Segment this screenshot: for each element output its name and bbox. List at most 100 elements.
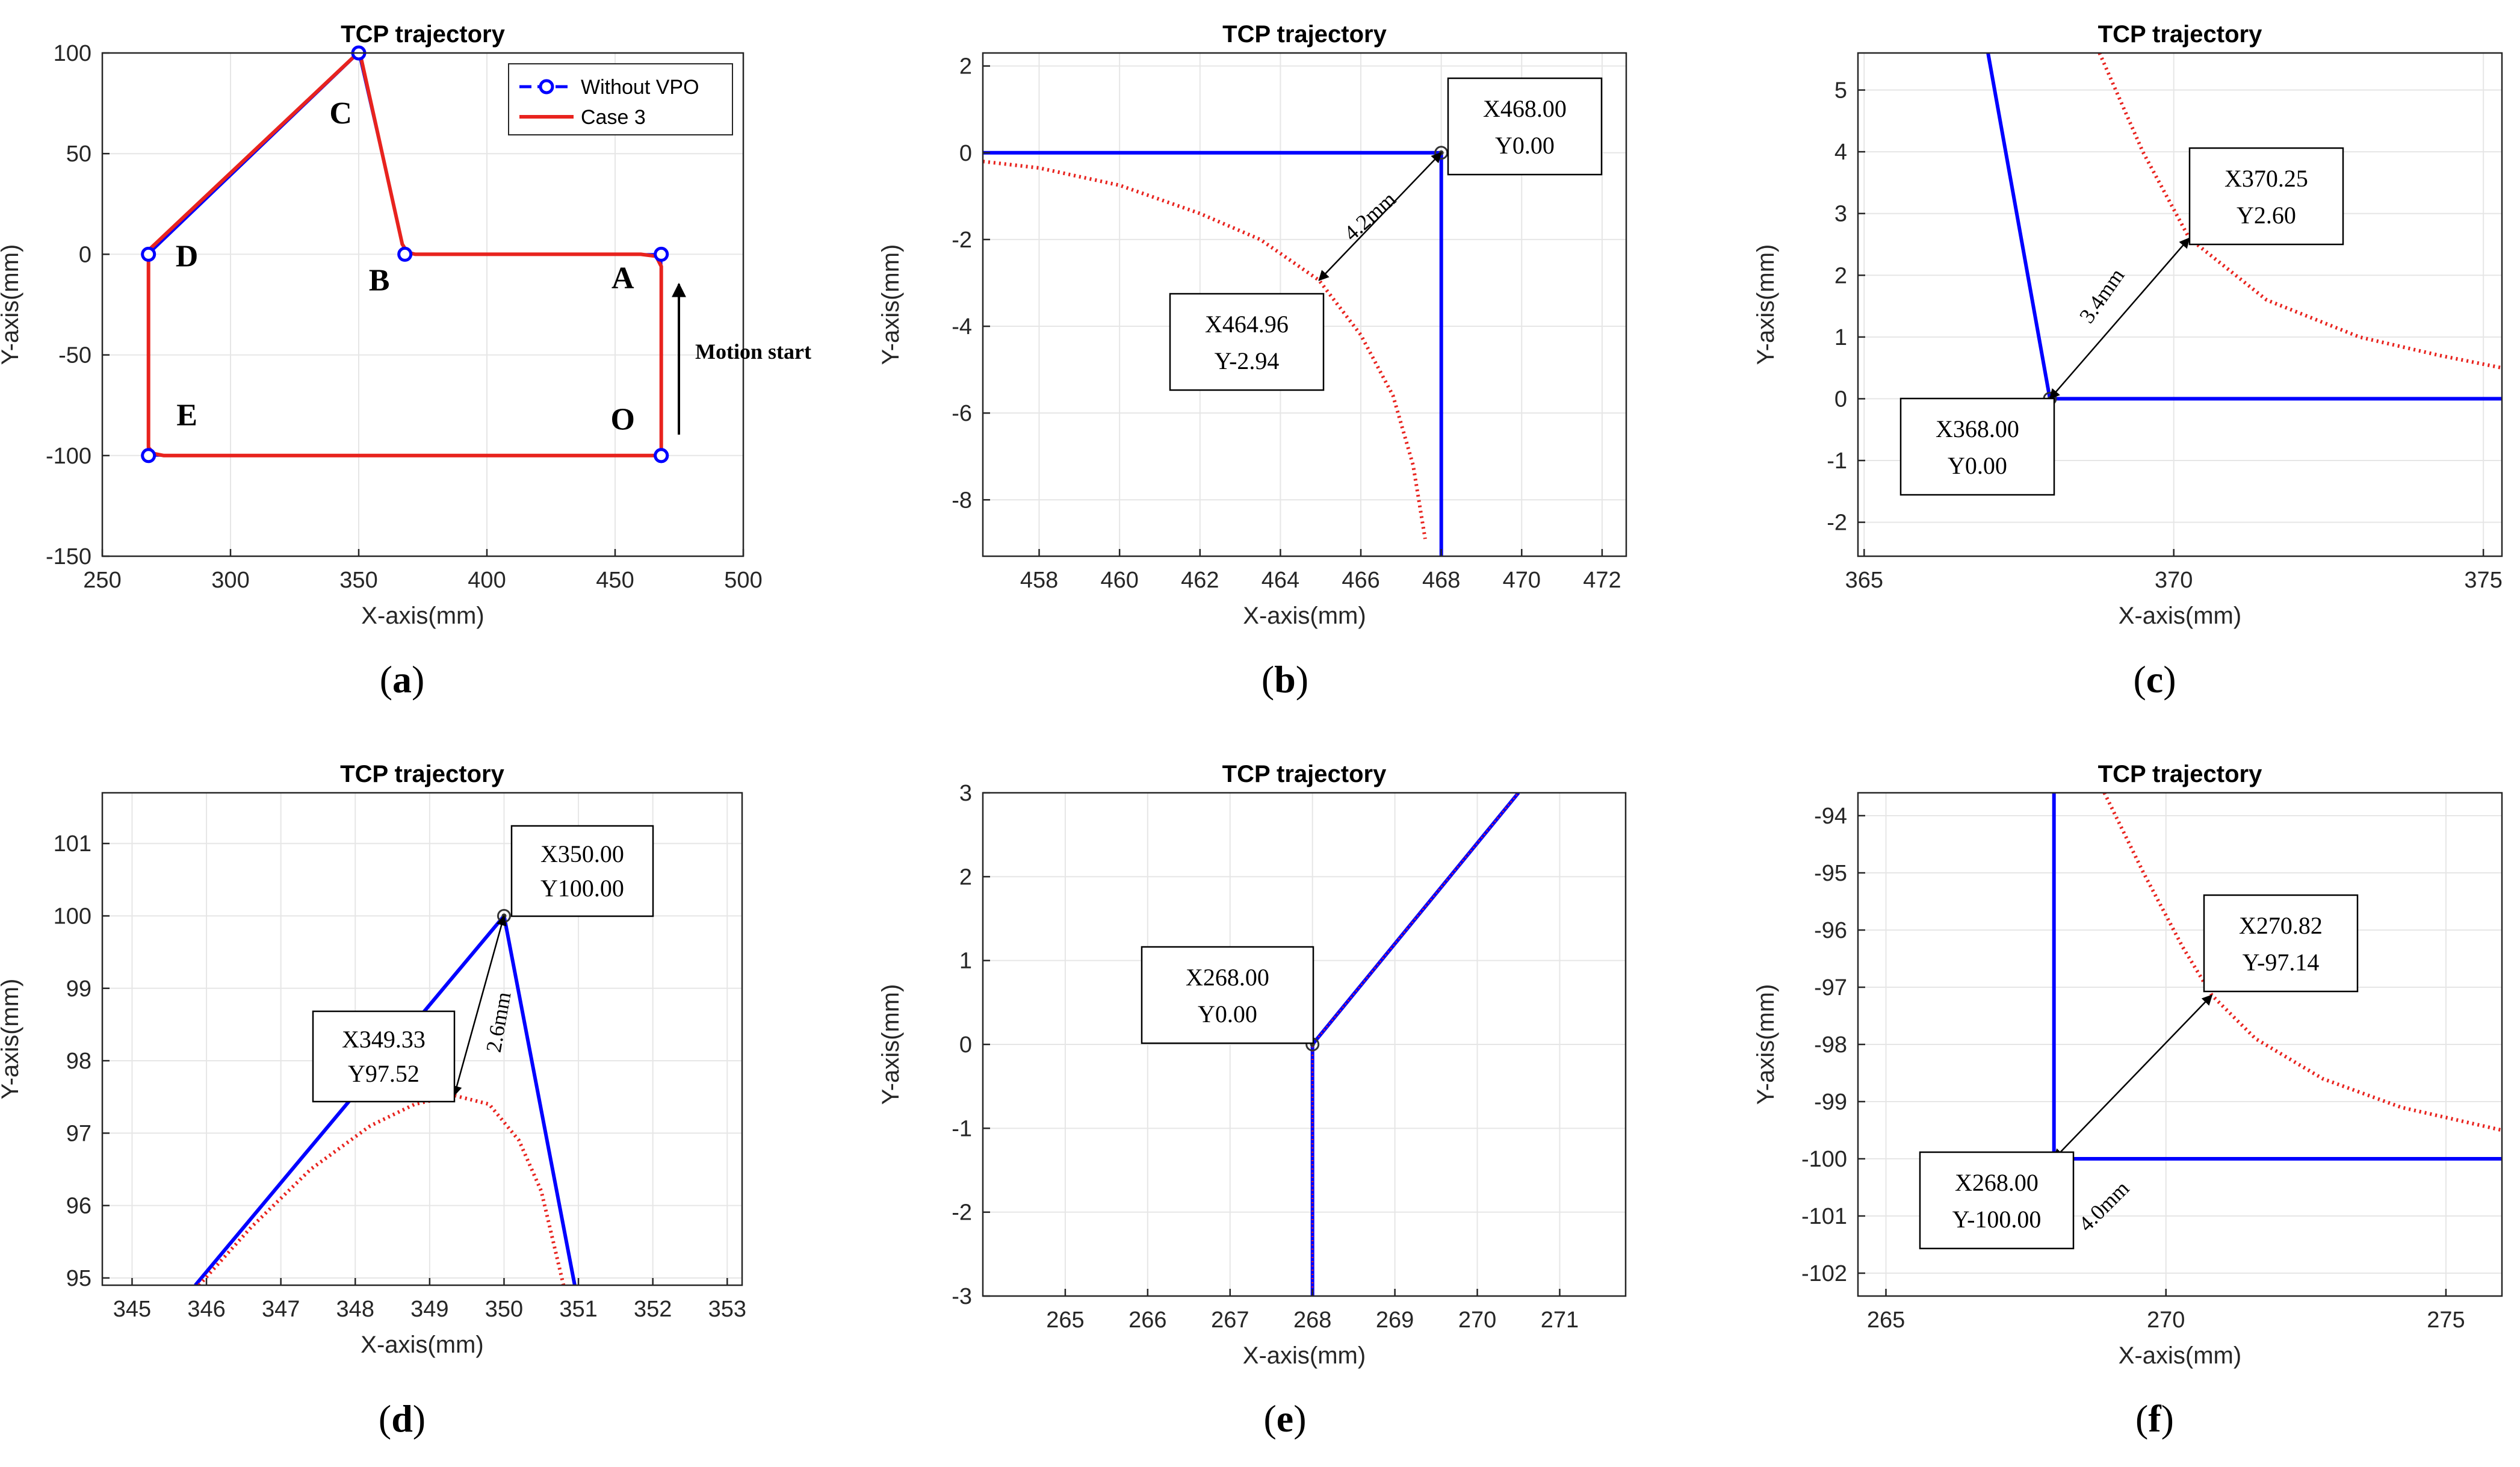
point-label-e: E [176, 399, 197, 433]
x-tick-label: 350 [339, 568, 377, 593]
y-tick-label: -4 [952, 314, 972, 340]
y-tick-label: -1 [1827, 448, 1847, 474]
y-tick-label: 98 [66, 1049, 91, 1074]
datatip-x-value: X370.25 [2224, 165, 2308, 192]
y-tick-label: -98 [1814, 1032, 1847, 1058]
datatip-x-value: X270.82 [2239, 912, 2323, 939]
y-tick-label: -1 [952, 1116, 972, 1141]
x-tick-label: 464 [1262, 568, 1299, 593]
y-tick-label: 5 [1834, 78, 1847, 104]
datatip-x-value: X468.00 [1483, 95, 1567, 122]
panel-caption: (c) [2133, 658, 2176, 701]
motion-start-label: Motion start [695, 340, 811, 364]
point-label-c: C [329, 96, 352, 131]
x-tick-label: 450 [596, 568, 634, 593]
caption-paren: ) [1296, 658, 1308, 701]
x-tick-label: 400 [468, 568, 506, 593]
caption-letter: c [2146, 658, 2163, 701]
datatip-y-value: Y0.00 [1948, 452, 2007, 479]
x-axis-label: X-axis(mm) [1243, 1342, 1366, 1369]
panel-caption: (a) [380, 658, 425, 701]
y-tick-label: -6 [952, 401, 972, 426]
legend-entry: Without VPO [581, 76, 699, 99]
x-tick-label: 267 [1211, 1307, 1249, 1333]
datatip-box [1919, 1151, 2075, 1250]
y-tick-label: -101 [1801, 1204, 1847, 1229]
y-tick-label: 100 [54, 904, 91, 929]
data-point [141, 246, 156, 262]
y-tick-label: 50 [66, 141, 91, 167]
y-tick-label: -150 [46, 544, 91, 569]
y-tick-label: 1 [959, 949, 972, 974]
x-tick-label: 365 [1845, 568, 1883, 593]
datatip-x-value: X368.00 [1936, 415, 2019, 442]
legend-box [508, 63, 733, 135]
y-axis-label: Y-axis(mm) [1753, 244, 1779, 365]
chart-title: TCP trajectory [340, 761, 504, 787]
y-tick-label: -3 [952, 1284, 972, 1309]
point-label-o: O [611, 402, 635, 436]
x-tick-label: 458 [1020, 568, 1058, 593]
x-tick-label: 345 [113, 1297, 151, 1322]
datatip-x-value: X349.33 [342, 1026, 426, 1053]
y-tick-label: -96 [1814, 918, 1847, 943]
axes-frame [982, 52, 1627, 557]
y-tick-label: -50 [58, 343, 91, 368]
x-tick-label: 275 [2427, 1307, 2465, 1333]
caption-paren: ) [1293, 1397, 1306, 1440]
panel-b: 458 460 462 464 466 468 470 472 -8 -6 -4 -2 0 2 TCP tr… [878, 21, 1627, 701]
x-axis-label: X-axis(mm) [1243, 603, 1366, 629]
chart-title: TCP trajectory [2098, 21, 2262, 48]
y-axis-label: Y-axis(mm) [1753, 984, 1779, 1105]
datatip-x-value: X268.00 [1955, 1169, 2039, 1196]
datatip-y-value: Y2.60 [2237, 202, 2296, 229]
x-tick-label: 265 [1867, 1307, 1905, 1333]
chart-title: TCP trajectory [2098, 761, 2262, 787]
legend-marker [539, 79, 554, 95]
datatip-y-value: Y0.00 [1495, 132, 1555, 159]
datatip-x-value: X464.96 [1205, 311, 1289, 338]
datatip-y-value: Y0.00 [1198, 1000, 1257, 1028]
x-tick-label: 466 [1342, 568, 1379, 593]
chart-title: TCP trajectory [1222, 761, 1387, 787]
y-tick-label: 100 [54, 41, 91, 66]
axes-frame [1857, 52, 2503, 557]
y-axis-label: Y-axis(mm) [878, 244, 904, 365]
datatip-box [1169, 293, 1325, 391]
x-tick-label: 375 [2464, 568, 2502, 593]
y-tick-label: -100 [1801, 1147, 1847, 1172]
x-tick-label: 472 [1583, 568, 1621, 593]
x-tick-label: 300 [211, 568, 249, 593]
caption-paren: ) [2163, 658, 2176, 701]
caption-letter: f [2148, 1397, 2161, 1440]
data-point [141, 448, 156, 464]
x-tick-label: 460 [1100, 568, 1138, 593]
y-tick-label: -97 [1814, 975, 1847, 1000]
y-tick-label: 1 [1834, 325, 1847, 350]
y-axis-label: Y-axis(mm) [0, 244, 23, 365]
datatip-y-value: Y-97.14 [2243, 949, 2320, 976]
caption-paren: ) [412, 658, 424, 701]
x-tick-label: 268 [1293, 1307, 1331, 1333]
panel-caption: (f) [2135, 1397, 2174, 1440]
caption-paren: ( [380, 658, 392, 701]
panel-a: 250 300 350 400 450 500 -150 -100 -50 0 50 100 TCP t… [0, 21, 811, 701]
datatip-box [2188, 147, 2344, 246]
chart-title: TCP trajectory [341, 21, 505, 48]
y-tick-label: 3 [1834, 202, 1847, 227]
datatip-y-value: Y97.52 [348, 1060, 419, 1087]
y-tick-label: 99 [66, 976, 91, 1002]
caption-paren: ( [2133, 658, 2146, 701]
x-tick-label: 351 [559, 1297, 597, 1322]
caption-paren: ( [1262, 658, 1274, 701]
x-axis-label: X-axis(mm) [2119, 603, 2241, 629]
x-axis-label: X-axis(mm) [361, 603, 484, 629]
caption-paren: ( [1263, 1397, 1276, 1440]
caption-letter: b [1274, 658, 1296, 701]
y-tick-label: -2 [952, 1200, 972, 1226]
x-tick-label: 370 [2155, 568, 2193, 593]
x-axis-label: X-axis(mm) [361, 1332, 483, 1358]
y-tick-label: 3 [959, 781, 972, 806]
point-label-d: D [176, 239, 199, 273]
